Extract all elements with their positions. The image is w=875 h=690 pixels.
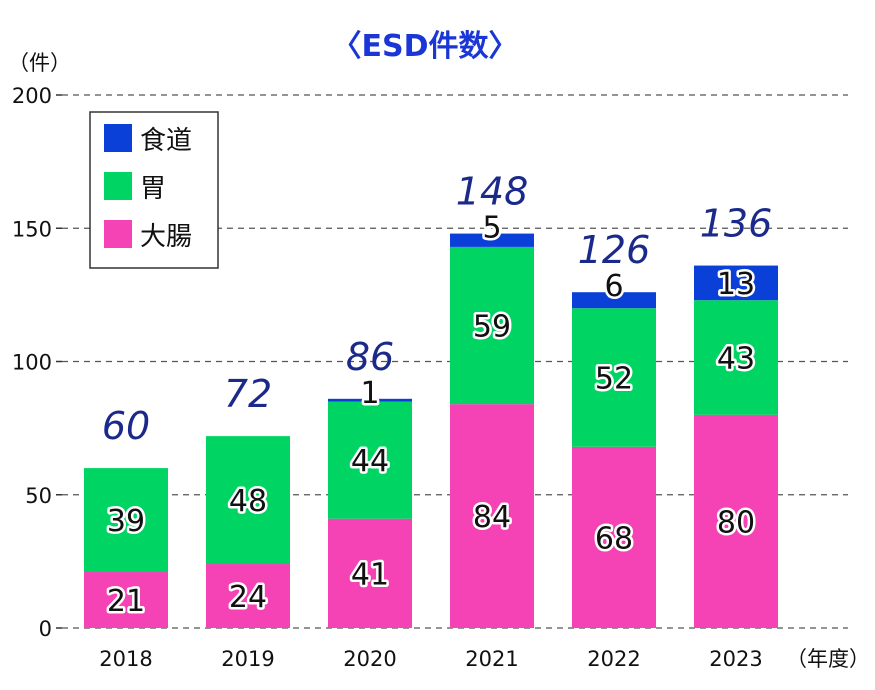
bar-2019-大腸 — [206, 564, 290, 628]
bar-2023-胃 — [694, 300, 778, 415]
value-label-2018-胃: 39 — [107, 504, 145, 539]
value-label-2021-大腸: 84 — [473, 500, 511, 535]
value-label-2020-食道: 1 — [360, 376, 379, 411]
legend-label-大腸: 大腸 — [140, 222, 192, 252]
bar-2018-胃 — [84, 468, 168, 573]
value-label-2019-大腸: 24 — [229, 580, 267, 615]
value-label-2022-大腸: 68 — [595, 521, 633, 556]
x-tick-label-2021: 2021 — [465, 647, 518, 671]
total-label-2018: 60 — [102, 404, 150, 448]
bar-2018-大腸 — [84, 572, 168, 628]
bar-2020-大腸 — [328, 518, 412, 628]
value-label-2018-大腸: 21 — [107, 584, 145, 619]
legend-swatch-食道 — [104, 124, 132, 152]
bar-2021-食道 — [450, 233, 534, 247]
bar-2022-胃 — [572, 308, 656, 447]
y-tick-label-200: 200 — [12, 84, 52, 108]
bar-2020-胃 — [328, 401, 412, 519]
total-label-2021: 148 — [456, 170, 529, 214]
legend-swatch-大腸 — [104, 220, 132, 248]
x-tick-label-2022: 2022 — [587, 647, 640, 671]
legend-label-食道: 食道 — [140, 126, 192, 156]
y-tick-label-150: 150 — [12, 217, 52, 241]
value-label-2021-胃: 59 — [473, 310, 511, 345]
y-tick-label-100: 100 — [12, 351, 52, 375]
total-label-2020: 86 — [346, 335, 394, 379]
bar-2019-胃 — [206, 436, 290, 565]
legend-swatch-胃 — [104, 172, 132, 200]
total-label-2019: 72 — [224, 372, 272, 416]
bars — [84, 233, 778, 628]
value-label-2020-胃: 44 — [351, 444, 389, 479]
value-label-2019-胃: 48 — [229, 484, 267, 519]
bar-2022-大腸 — [572, 446, 656, 628]
value-label-2023-大腸: 80 — [717, 505, 755, 540]
bar-2021-大腸 — [450, 404, 534, 628]
bar-2020-食道 — [328, 398, 412, 402]
total-label-2023: 136 — [700, 202, 773, 246]
y-axis-unit-label: （件） — [8, 51, 71, 75]
y-tick-label-0: 0 — [39, 617, 52, 641]
value-label-2022-胃: 52 — [595, 361, 633, 396]
value-label-2020-大腸: 41 — [351, 557, 389, 592]
value-label-2021-食道: 5 — [482, 211, 501, 246]
x-axis-unit-label: （年度） — [786, 647, 870, 671]
chart-title: 〈ESD件数〉 — [331, 29, 518, 64]
bar-2023-大腸 — [694, 414, 778, 628]
value-label-2023-食道: 13 — [717, 267, 755, 302]
x-tick-label-2018: 2018 — [99, 647, 152, 671]
value-label-2022-食道: 6 — [604, 269, 623, 304]
x-tick-label-2023: 2023 — [709, 647, 762, 671]
y-tick-label-50: 50 — [25, 484, 52, 508]
bar-2021-胃 — [450, 246, 534, 405]
total-label-2022: 126 — [578, 228, 651, 272]
value-label-2023-胃: 43 — [717, 342, 755, 377]
bar-2023-食道 — [694, 265, 778, 301]
legend-label-胃: 胃 — [140, 174, 166, 204]
bar-2022-食道 — [572, 292, 656, 309]
x-tick-label-2019: 2019 — [221, 647, 274, 671]
x-tick-label-2020: 2020 — [343, 647, 396, 671]
